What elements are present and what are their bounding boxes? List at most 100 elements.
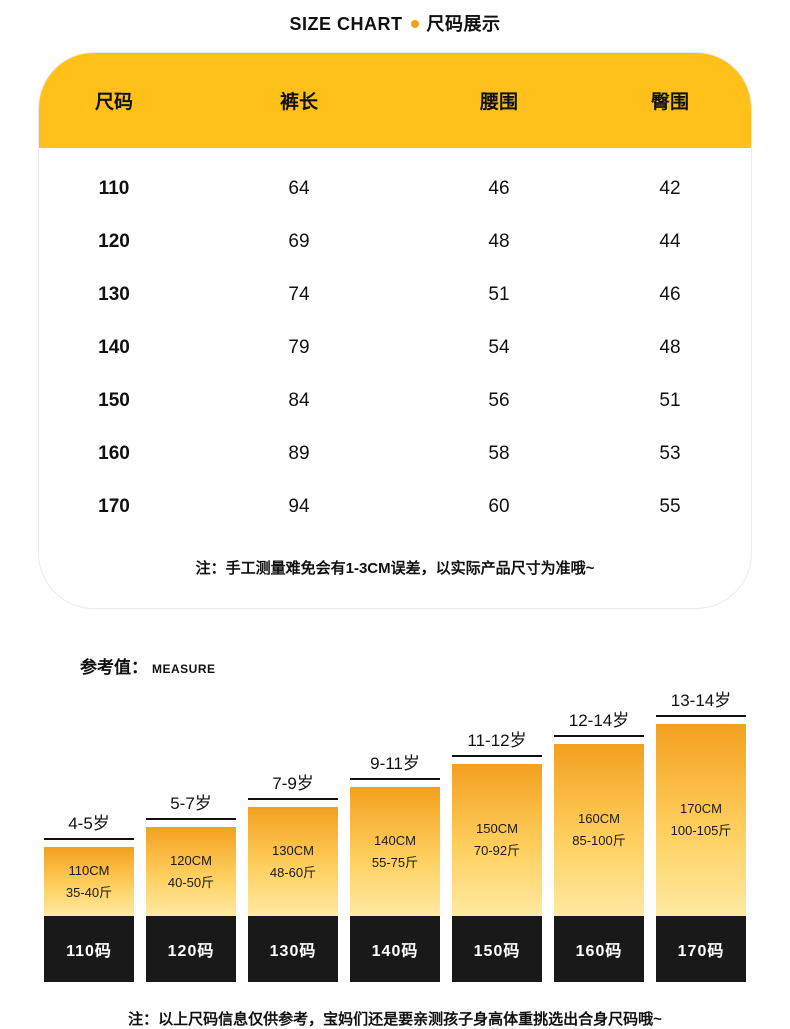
bar-height-text: 170CM [680,801,722,816]
bar-size-code: 170码 [656,916,746,982]
cell-size: 160 [98,442,130,464]
cell-pant-length: 94 [288,495,310,517]
bar-body: 160CM 85-100斤 [554,744,644,916]
bar-size-code: 140码 [350,916,440,982]
bar: 170CM 100-105斤 170码 [656,724,746,982]
chart-bar-group: 7-9岁 130CM 48-60斤 130码 [248,769,338,982]
cell-waist: 60 [488,495,510,517]
cell-size: 110 [98,177,130,199]
chart-bar-group: 13-14岁 170CM 100-105斤 170码 [656,686,746,982]
header-cell-hip: 臀围 [650,92,689,113]
bar-weight-text: 100-105斤 [670,823,732,838]
table-row: 150 84 56 51 [39,374,751,427]
measure-label: 参考值： MEASURE [80,653,790,678]
bar-size-code: 120码 [146,916,236,982]
bar-height-text: 140CM [374,832,416,848]
bar-height-text: 150CM [476,821,518,836]
cell-pant-length: 84 [288,389,310,411]
cell-waist: 58 [488,442,510,464]
cell-hip: 51 [659,389,681,411]
bar-body: 110CM 35-40斤 [44,847,134,916]
bar: 110CM 35-40斤 110码 [44,847,134,982]
bar: 140CM 55-75斤 140码 [350,787,440,982]
bar-height-text: 120CM [170,852,212,868]
chart-bar-group: 11-12岁 150CM 70-92斤 150码 [452,726,542,982]
measure-label-cn: 参考值： [80,658,148,677]
header-cell-size: 尺码 [94,92,133,113]
cell-waist: 48 [488,230,510,252]
bar-body: 170CM 100-105斤 [656,724,746,916]
bar-weight-text: 85-100斤 [572,833,626,848]
bar-body: 140CM 55-75斤 [350,787,440,916]
cell-pant-length: 69 [288,230,310,252]
size-table-body: 110 64 46 42 120 69 48 44 130 74 51 46 1… [39,148,751,533]
cell-hip: 46 [659,283,681,305]
chart-bar-group: 4-5岁 110CM 35-40斤 110码 [44,809,134,982]
cell-size: 120 [98,230,130,252]
table-row: 160 89 58 53 [39,427,751,480]
bar-height-text: 130CM [272,842,314,858]
title-cn: 尺码展示 [426,14,501,34]
table-row: 170 94 60 55 [39,480,751,533]
size-table-header: 尺码 裤长 腰围 臀围 [39,53,751,148]
bar-age-label: 9-11岁 [350,749,440,780]
bar-age-label: 5-7岁 [146,789,236,820]
bar-age-label: 4-5岁 [44,809,134,840]
bar-weight-text: 48-60斤 [269,864,317,880]
chart-bar-group: 12-14岁 160CM 85-100斤 160码 [554,706,644,982]
measure-label-en: MEASURE [152,662,216,676]
size-bar-chart: 4-5岁 110CM 35-40斤 110码 5-7岁 120CM 40-50斤… [44,686,746,982]
cell-hip: 55 [659,495,681,517]
title-en: SIZE CHART [289,14,403,34]
table-row: 110 64 46 42 [39,162,751,215]
bar-body: 150CM 70-92斤 [452,764,542,916]
cell-hip: 42 [659,177,681,199]
cell-waist: 51 [488,283,510,305]
cell-pant-length: 64 [288,177,310,199]
cell-size: 170 [98,495,130,517]
bar-height-text: 110CM [68,862,110,878]
table-row: 130 74 51 46 [39,268,751,321]
cell-pant-length: 79 [288,336,310,358]
bar-body: 120CM 40-50斤 [146,827,236,916]
bar-size-code: 150码 [452,916,542,982]
table-row: 140 79 54 48 [39,321,751,374]
footer-note: 注：以上尺码信息仅供参考，宝妈们还是要亲测孩子身高体重挑选出合身尺码哦~ [128,1011,662,1028]
header-cell-pant-length: 裤长 [279,92,318,113]
bar-body: 130CM 48-60斤 [248,807,338,916]
cell-hip: 53 [659,442,681,464]
bar: 130CM 48-60斤 130码 [248,807,338,982]
size-table-card: 尺码 裤长 腰围 臀围 110 64 46 42 120 69 48 44 13… [38,52,752,609]
bar-age-label: 12-14岁 [554,706,644,737]
chart-bar-group: 9-11岁 140CM 55-75斤 140码 [350,749,440,982]
cell-hip: 44 [659,230,681,252]
bar-weight-text: 35-40斤 [65,884,113,900]
bar: 120CM 40-50斤 120码 [146,827,236,982]
bar-height-text: 160CM [578,811,620,826]
bar: 160CM 85-100斤 160码 [554,744,644,982]
table-note: 注：手工测量难免会有1-3CM误差，以实际产品尺寸为准哦~ [195,560,595,577]
cell-size: 150 [98,389,130,411]
bar: 150CM 70-92斤 150码 [452,764,542,982]
chart-bar-group: 5-7岁 120CM 40-50斤 120码 [146,789,236,982]
cell-pant-length: 74 [288,283,310,305]
bar-weight-text: 70-92斤 [473,843,521,858]
cell-size: 130 [98,283,130,305]
bar-weight-text: 40-50斤 [167,874,215,890]
title-dot-icon [410,20,419,29]
header-cell-waist: 腰围 [479,92,518,113]
page-title: SIZE CHART 尺码展示 [0,0,790,36]
bar-size-code: 110码 [44,916,134,982]
cell-waist: 46 [488,177,510,199]
bar-age-label: 11-12岁 [452,726,542,757]
cell-hip: 48 [659,336,681,358]
cell-waist: 54 [488,336,510,358]
cell-waist: 56 [488,389,510,411]
cell-pant-length: 89 [288,442,310,464]
table-row: 120 69 48 44 [39,215,751,268]
bar-weight-text: 55-75斤 [371,854,419,870]
bar-age-label: 13-14岁 [656,686,746,717]
bar-age-label: 7-9岁 [248,769,338,800]
bar-size-code: 160码 [554,916,644,982]
bar-size-code: 130码 [248,916,338,982]
